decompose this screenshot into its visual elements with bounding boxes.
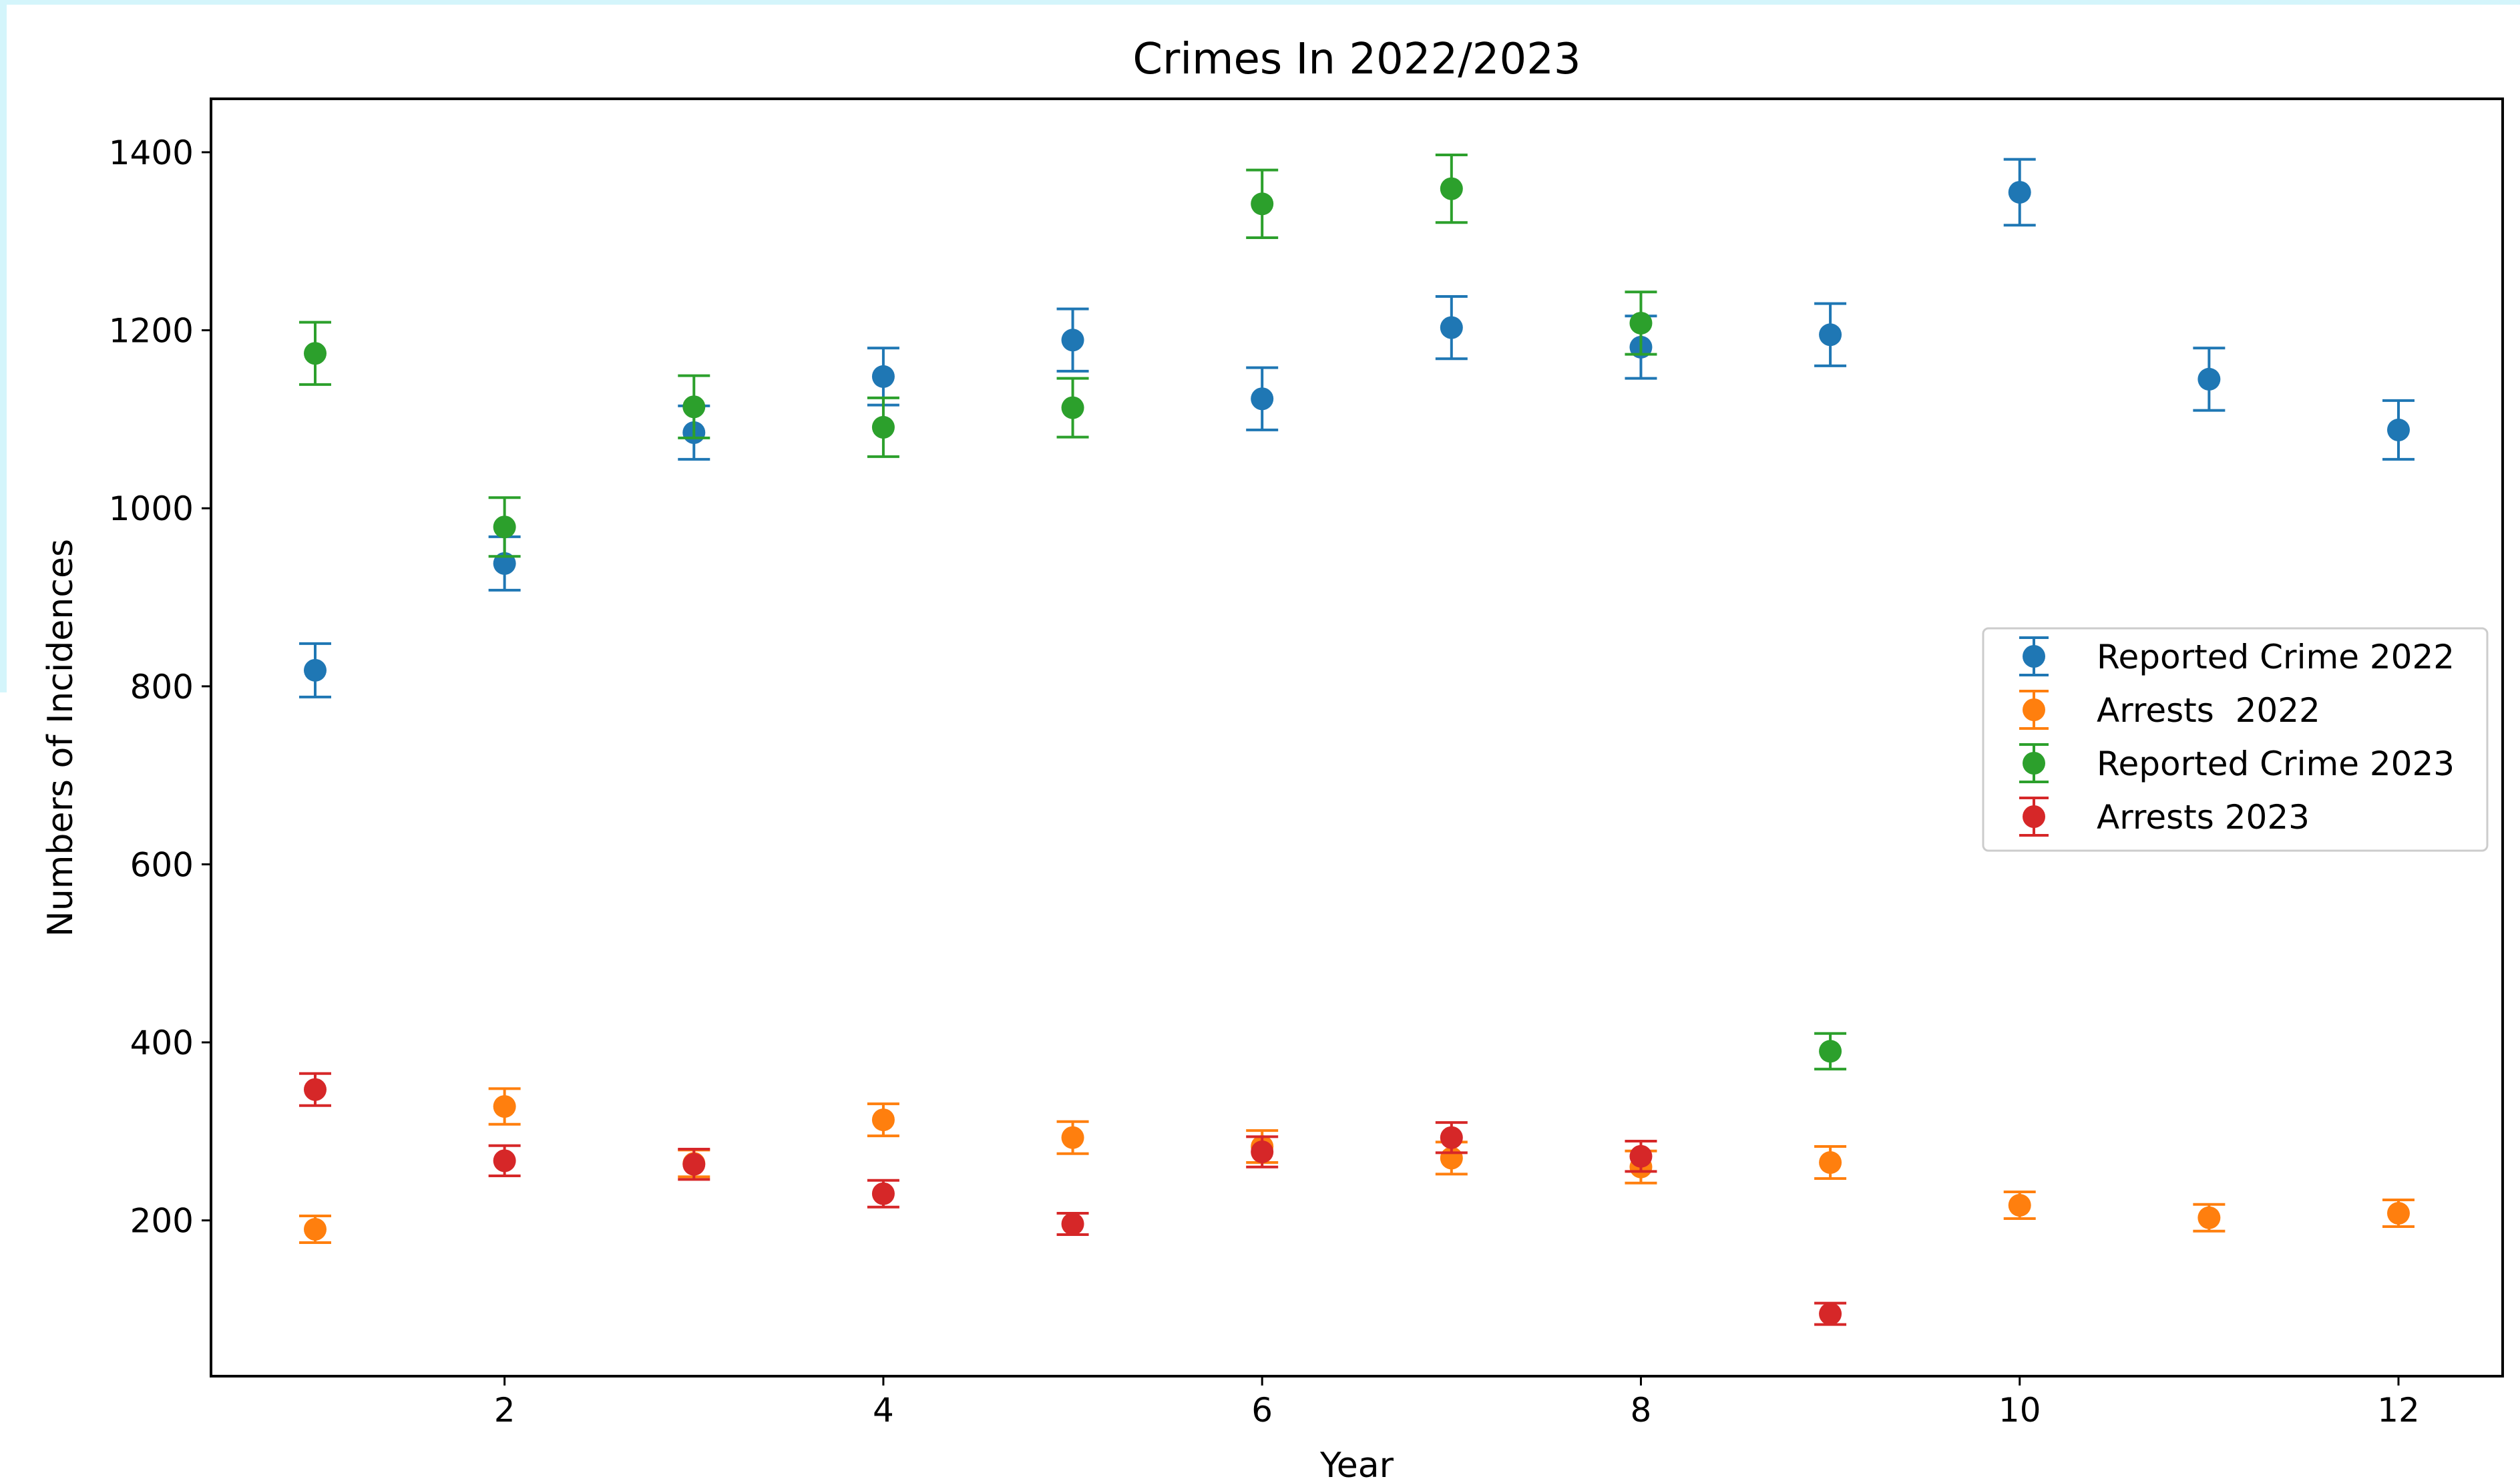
data-point [1629,1144,1653,1168]
legend: Reported Crime 2022 Arrests 2022 Reported … [1982,627,2489,852]
data-point [1061,1213,1084,1236]
x-tick-label: 6 [1251,1391,1273,1430]
data-point [682,395,706,419]
series-1 [299,158,2414,698]
legend-label: Arrests 2022 [2097,691,2320,730]
data-point [493,515,516,539]
series-4 [299,1072,1847,1326]
data-point [1251,192,1274,216]
data-point [871,365,895,388]
data-point [1440,316,1463,339]
data-point [304,342,327,365]
y-tick-label: 200 [130,1202,194,1241]
legend-label: Reported Crime 2023 [2097,745,2455,783]
x-axis-label: Year [1319,1446,1394,1481]
data-point [2387,418,2410,441]
data-point [1061,396,1084,419]
y-tick-label: 1200 [109,312,194,351]
data-point [2008,1194,2031,1217]
data-point [1819,1302,1842,1325]
data-point [1440,177,1463,200]
x-tick-label: 4 [873,1391,894,1430]
legend-item: Arrests 2023 [2019,797,2310,837]
legend-marker [2023,805,2045,828]
data-point [493,1095,516,1118]
data-point [1251,1140,1274,1164]
chart-title: Crimes In 2022/2023 [1132,35,1581,84]
data-point [1440,1126,1463,1149]
legend-marker [2023,698,2045,721]
axis-ticks: 2 4 6 8 10 12 200 400 600 800 1000 1200 1400 [109,134,2420,1430]
data-point [1819,323,1842,347]
legend-marker [2023,752,2045,775]
data-point [871,1182,895,1205]
data-point [1061,329,1084,352]
x-tick-label: 2 [494,1391,515,1430]
legend-box [1982,627,2489,852]
data-point [871,415,895,439]
axes-frame [210,97,2504,1378]
legend-marker [2023,645,2045,668]
y-axis-label: Numbers of Incidences [41,539,81,937]
y-tick-label: 600 [130,845,194,884]
data-point [2008,180,2031,204]
window-left-border [0,0,7,692]
data-point [2387,1202,2410,1225]
data-point [1819,1151,1842,1175]
data-point [1629,311,1653,335]
data-point [304,658,327,682]
legend-label: Reported Crime 2022 [2097,638,2455,676]
legend-item: Arrests 2022 [2019,690,2320,730]
data-point [871,1108,895,1132]
data-point [2197,1206,2221,1229]
plot-area [299,153,2414,1326]
window-top-border [0,0,2520,5]
data-point [493,552,516,575]
data-point [2197,367,2221,391]
legend-label: Arrests 2023 [2097,798,2310,837]
y-tick-label: 800 [130,668,194,706]
data-point [682,1152,706,1176]
data-point [1061,1126,1084,1149]
series-3 [299,153,1847,1071]
legend-item: Reported Crime 2023 [2019,743,2455,783]
legend-item: Reported Crime 2022 [2019,636,2455,676]
x-tick-label: 12 [2377,1391,2420,1430]
series-2 [299,1087,2414,1245]
data-point [493,1149,516,1173]
data-point [304,1078,327,1101]
data-point [304,1218,327,1241]
x-tick-label: 10 [1999,1391,2041,1430]
data-point [1819,1040,1842,1063]
x-tick-label: 8 [1631,1391,1652,1430]
y-tick-label: 400 [130,1024,194,1062]
y-tick-label: 1000 [109,489,194,528]
y-tick-label: 1400 [109,134,194,172]
data-point [1251,387,1274,411]
